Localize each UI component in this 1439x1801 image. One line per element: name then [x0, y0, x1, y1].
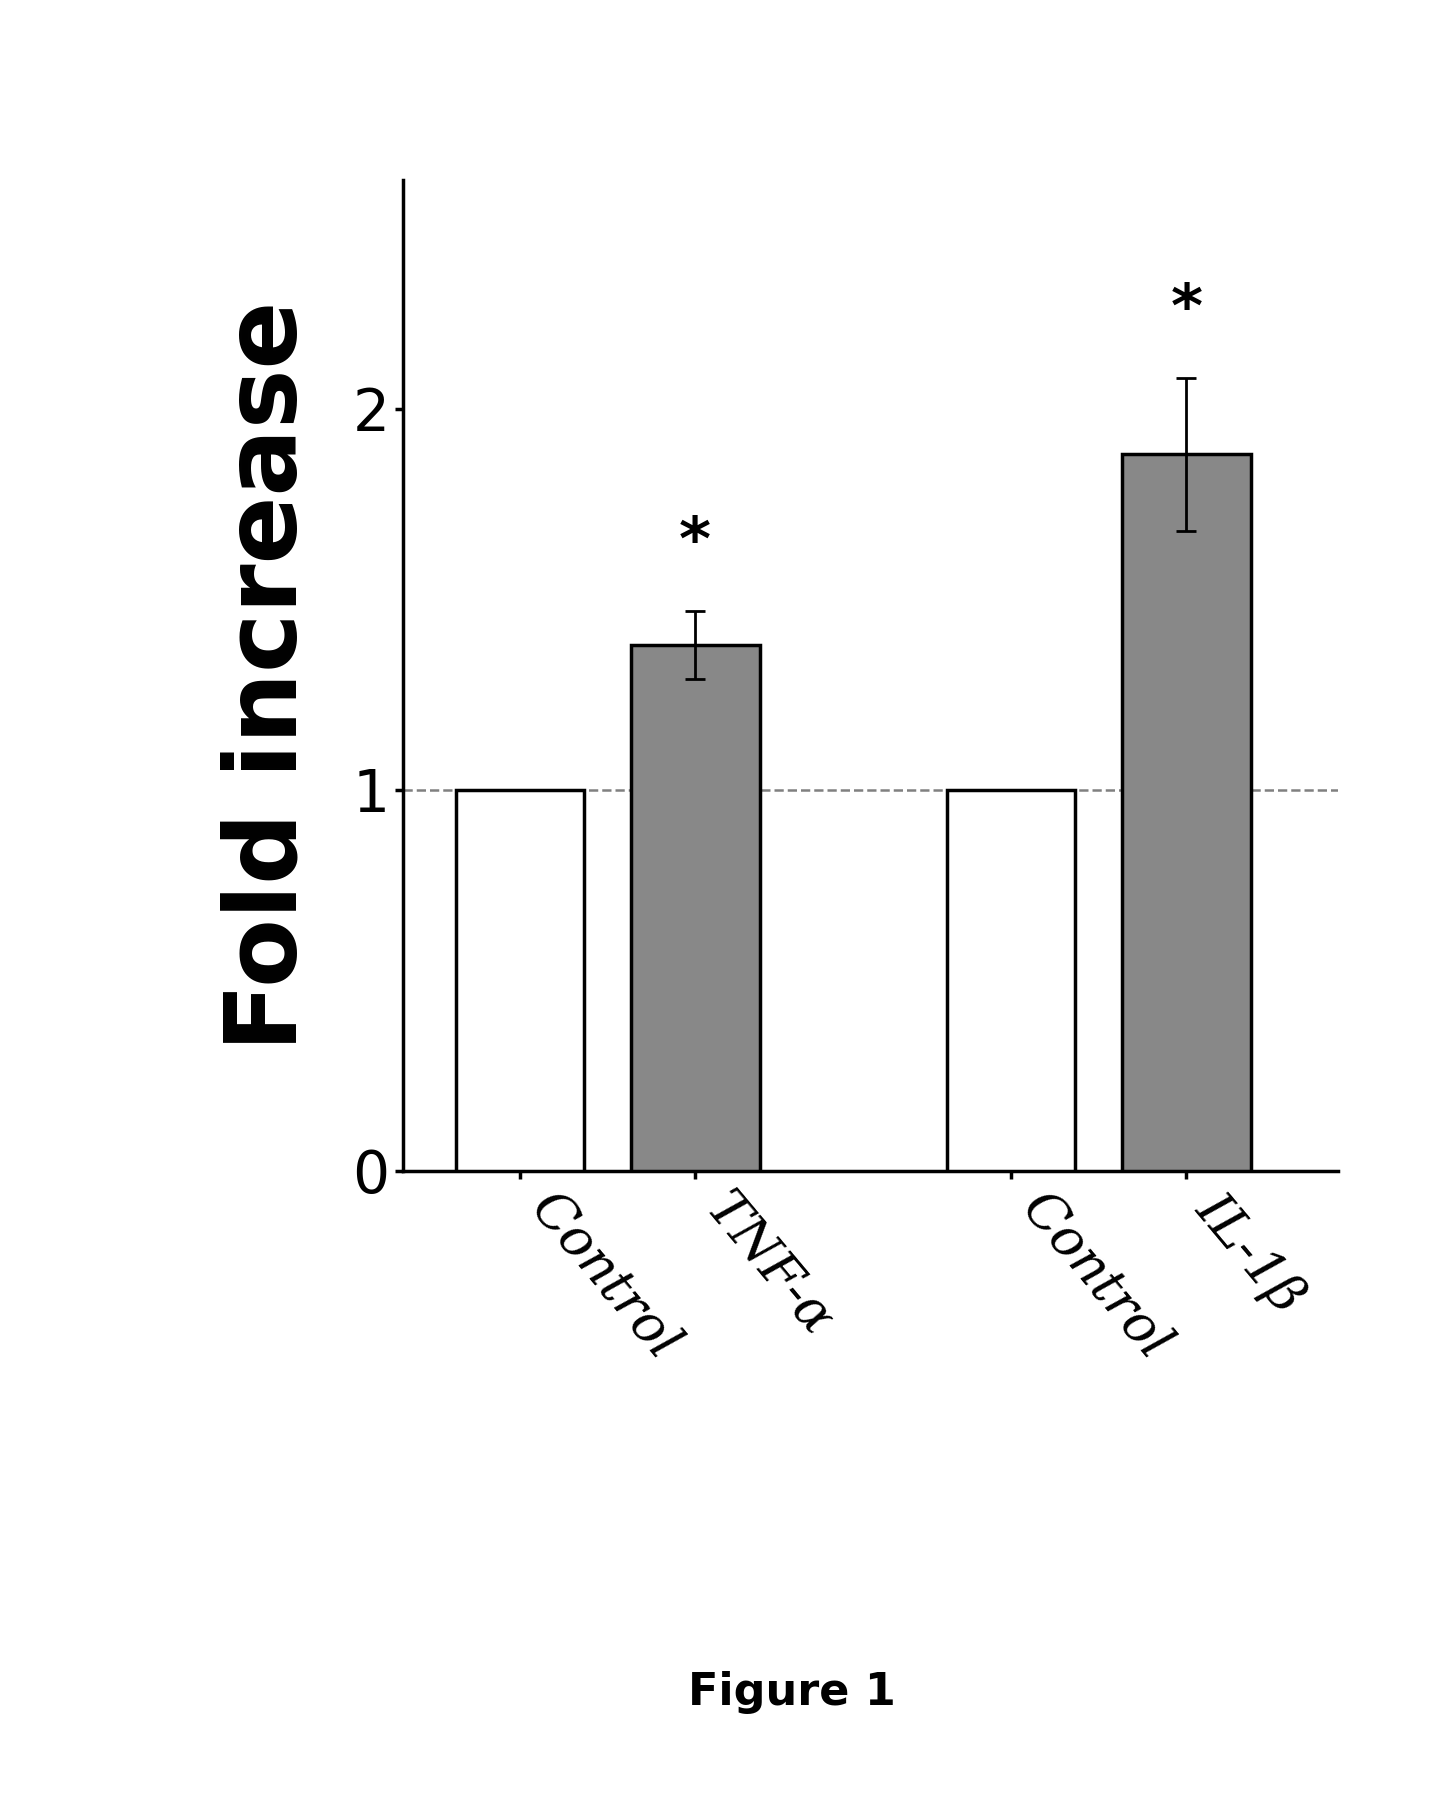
Text: *: * — [679, 513, 711, 573]
Text: Figure 1: Figure 1 — [688, 1671, 895, 1715]
Text: *: * — [1170, 281, 1202, 340]
Bar — [947, 789, 1075, 1171]
Bar — [1122, 454, 1250, 1171]
Bar — [456, 789, 584, 1171]
Bar — [630, 645, 760, 1171]
Y-axis label: Fold increase: Fold increase — [220, 301, 318, 1050]
